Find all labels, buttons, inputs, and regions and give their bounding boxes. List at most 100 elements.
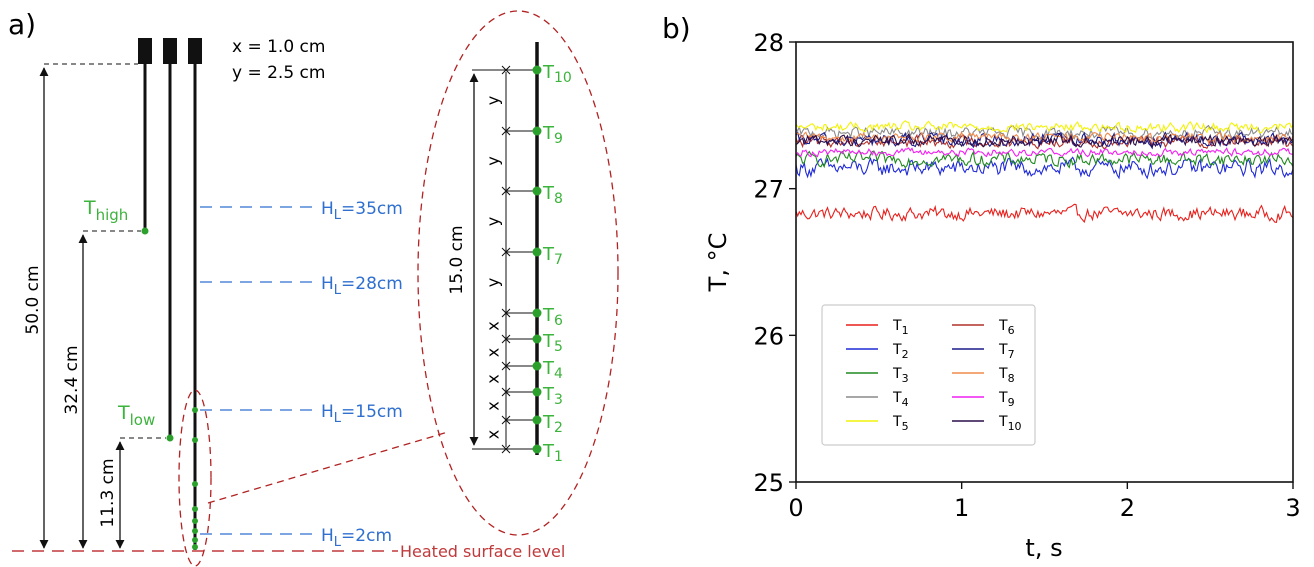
zoom-tick-mark bbox=[501, 387, 511, 397]
zoom-ticks bbox=[501, 65, 537, 454]
probe-head-high bbox=[138, 38, 152, 64]
zoom-sensor-label: T10 bbox=[542, 62, 572, 86]
zoom-connector bbox=[207, 431, 449, 504]
zoom-gap-label: x bbox=[484, 374, 503, 383]
spacing-y-text: y = 2.5 cm bbox=[232, 63, 325, 83]
series-line bbox=[795, 203, 1294, 224]
series-line bbox=[795, 133, 1294, 148]
zoom-gap-label: x bbox=[484, 321, 503, 330]
legend-label: T10 bbox=[998, 414, 1022, 433]
zoom-tick-mark bbox=[501, 126, 511, 136]
array-sensor-dot bbox=[192, 437, 198, 443]
zoom-tick-mark bbox=[501, 247, 511, 257]
zoom-sensor-label: T3 bbox=[542, 384, 563, 408]
zoom-sensor-label: T8 bbox=[542, 183, 563, 207]
series-line bbox=[795, 150, 1294, 169]
dim-zoom-label: 15.0 cm bbox=[447, 225, 467, 294]
sensor-low-dot bbox=[166, 434, 174, 442]
zoom-tick-mark bbox=[501, 334, 511, 344]
zoom-source-ellipse bbox=[178, 389, 212, 567]
zoom-sensor-label: T4 bbox=[542, 358, 563, 382]
zoom-sensor-dot bbox=[532, 444, 542, 454]
zoom-target-ellipse bbox=[417, 10, 619, 536]
x-tick-label: 1 bbox=[954, 494, 969, 522]
zoom-sensor-label: T2 bbox=[542, 412, 563, 436]
series-layer bbox=[795, 120, 1294, 224]
legend-label: T3 bbox=[892, 366, 909, 385]
array-sensor-dot bbox=[192, 407, 198, 413]
zoom-gap-label: y bbox=[484, 278, 503, 287]
zoom-sensor-dot bbox=[532, 247, 542, 257]
probe-head-array bbox=[188, 38, 202, 64]
zoom-tick-mark bbox=[501, 65, 511, 75]
zoom-gap-label: y bbox=[484, 156, 503, 165]
array-sensor-dot bbox=[192, 537, 198, 543]
dim-total-label: 50.0 cm bbox=[23, 265, 43, 334]
t-high-label: Thigh bbox=[83, 197, 128, 224]
y-tick-label: 25 bbox=[753, 469, 784, 497]
series-line bbox=[795, 120, 1294, 134]
zoom-gap-labels: y y y y x x x x x bbox=[484, 96, 503, 439]
zoom-sensor-label: T6 bbox=[542, 305, 563, 329]
zoom-sensor-label: T5 bbox=[542, 331, 563, 355]
legend: T1 T2 T3 T4 T5 T6 T7 T8 T9 T10 bbox=[821, 304, 1036, 446]
sensor-high-dot bbox=[141, 227, 149, 235]
y-axis-label: T, °C bbox=[704, 233, 732, 293]
array-sensor-dot bbox=[192, 518, 198, 524]
zoom-gap-label: x bbox=[484, 430, 503, 439]
array-sensor-dot bbox=[192, 528, 198, 534]
y-tick-label: 28 bbox=[753, 29, 784, 57]
array-sensor-dot bbox=[192, 481, 198, 487]
level-label: HL=2cm bbox=[321, 526, 392, 550]
zoom-gap-label: x bbox=[484, 401, 503, 410]
level-label: HL=28cm bbox=[321, 274, 403, 298]
panel-b-label: b) bbox=[662, 12, 691, 45]
zoom-sensor-dot bbox=[532, 334, 542, 344]
legend-box bbox=[821, 304, 1036, 446]
level-label: HL=15cm bbox=[321, 402, 403, 426]
probe-head-low bbox=[163, 38, 177, 64]
legend-label: T4 bbox=[892, 390, 909, 409]
array-sensor-dot bbox=[192, 506, 198, 512]
level-lines bbox=[200, 206, 318, 535]
heated-surface-label: Heated surface level bbox=[400, 542, 565, 561]
zoom-gap-label: x bbox=[484, 348, 503, 357]
legend-label: T9 bbox=[998, 390, 1015, 409]
zoom-tick-mark bbox=[501, 444, 511, 454]
array-sensor-dots bbox=[192, 407, 198, 550]
series-line bbox=[795, 147, 1294, 158]
zoom-sensor-dot bbox=[532, 387, 542, 397]
zoom-sensor-dot bbox=[532, 361, 542, 371]
x-tick-label: 3 bbox=[1285, 494, 1300, 522]
zoom-sensor-dot bbox=[532, 65, 542, 75]
zoom-sensor-dot bbox=[532, 415, 542, 425]
legend-label: T5 bbox=[892, 414, 909, 433]
t-low-label: Tlow bbox=[117, 402, 155, 429]
zoom-tick-mark bbox=[501, 308, 511, 318]
panel-a-label: a) bbox=[8, 8, 36, 41]
level-label: HL=35cm bbox=[321, 199, 403, 223]
legend-label: T1 bbox=[892, 318, 909, 337]
dim-high-label: 32.4 cm bbox=[62, 345, 82, 414]
zoom-tick-mark bbox=[501, 415, 511, 425]
zoom-sensor-dot bbox=[532, 126, 542, 136]
x-axis-ticks: 0 1 2 3 bbox=[788, 482, 1301, 522]
dim-low-label: 11.3 cm bbox=[98, 458, 118, 527]
plot-frame bbox=[795, 41, 1294, 483]
series-line bbox=[795, 124, 1294, 141]
y-tick-label: 27 bbox=[753, 176, 784, 204]
zoom-sensor-label: T7 bbox=[542, 244, 563, 268]
x-tick-label: 0 bbox=[788, 494, 803, 522]
x-axis-label: t, s bbox=[1025, 534, 1062, 562]
zoom-gap-label: y bbox=[484, 96, 503, 105]
legend-label: T8 bbox=[998, 366, 1015, 385]
zoom-tick-mark bbox=[501, 361, 511, 371]
zoom-sensor-label: T1 bbox=[542, 441, 563, 465]
legend-label: T7 bbox=[998, 342, 1015, 361]
array-sensor-dot bbox=[192, 544, 198, 550]
y-axis-ticks: 25 26 27 28 bbox=[753, 29, 796, 497]
panel-a: a) x = 1.0 cm y = 2.5 cm Thigh Tlow 50.0… bbox=[8, 8, 619, 567]
